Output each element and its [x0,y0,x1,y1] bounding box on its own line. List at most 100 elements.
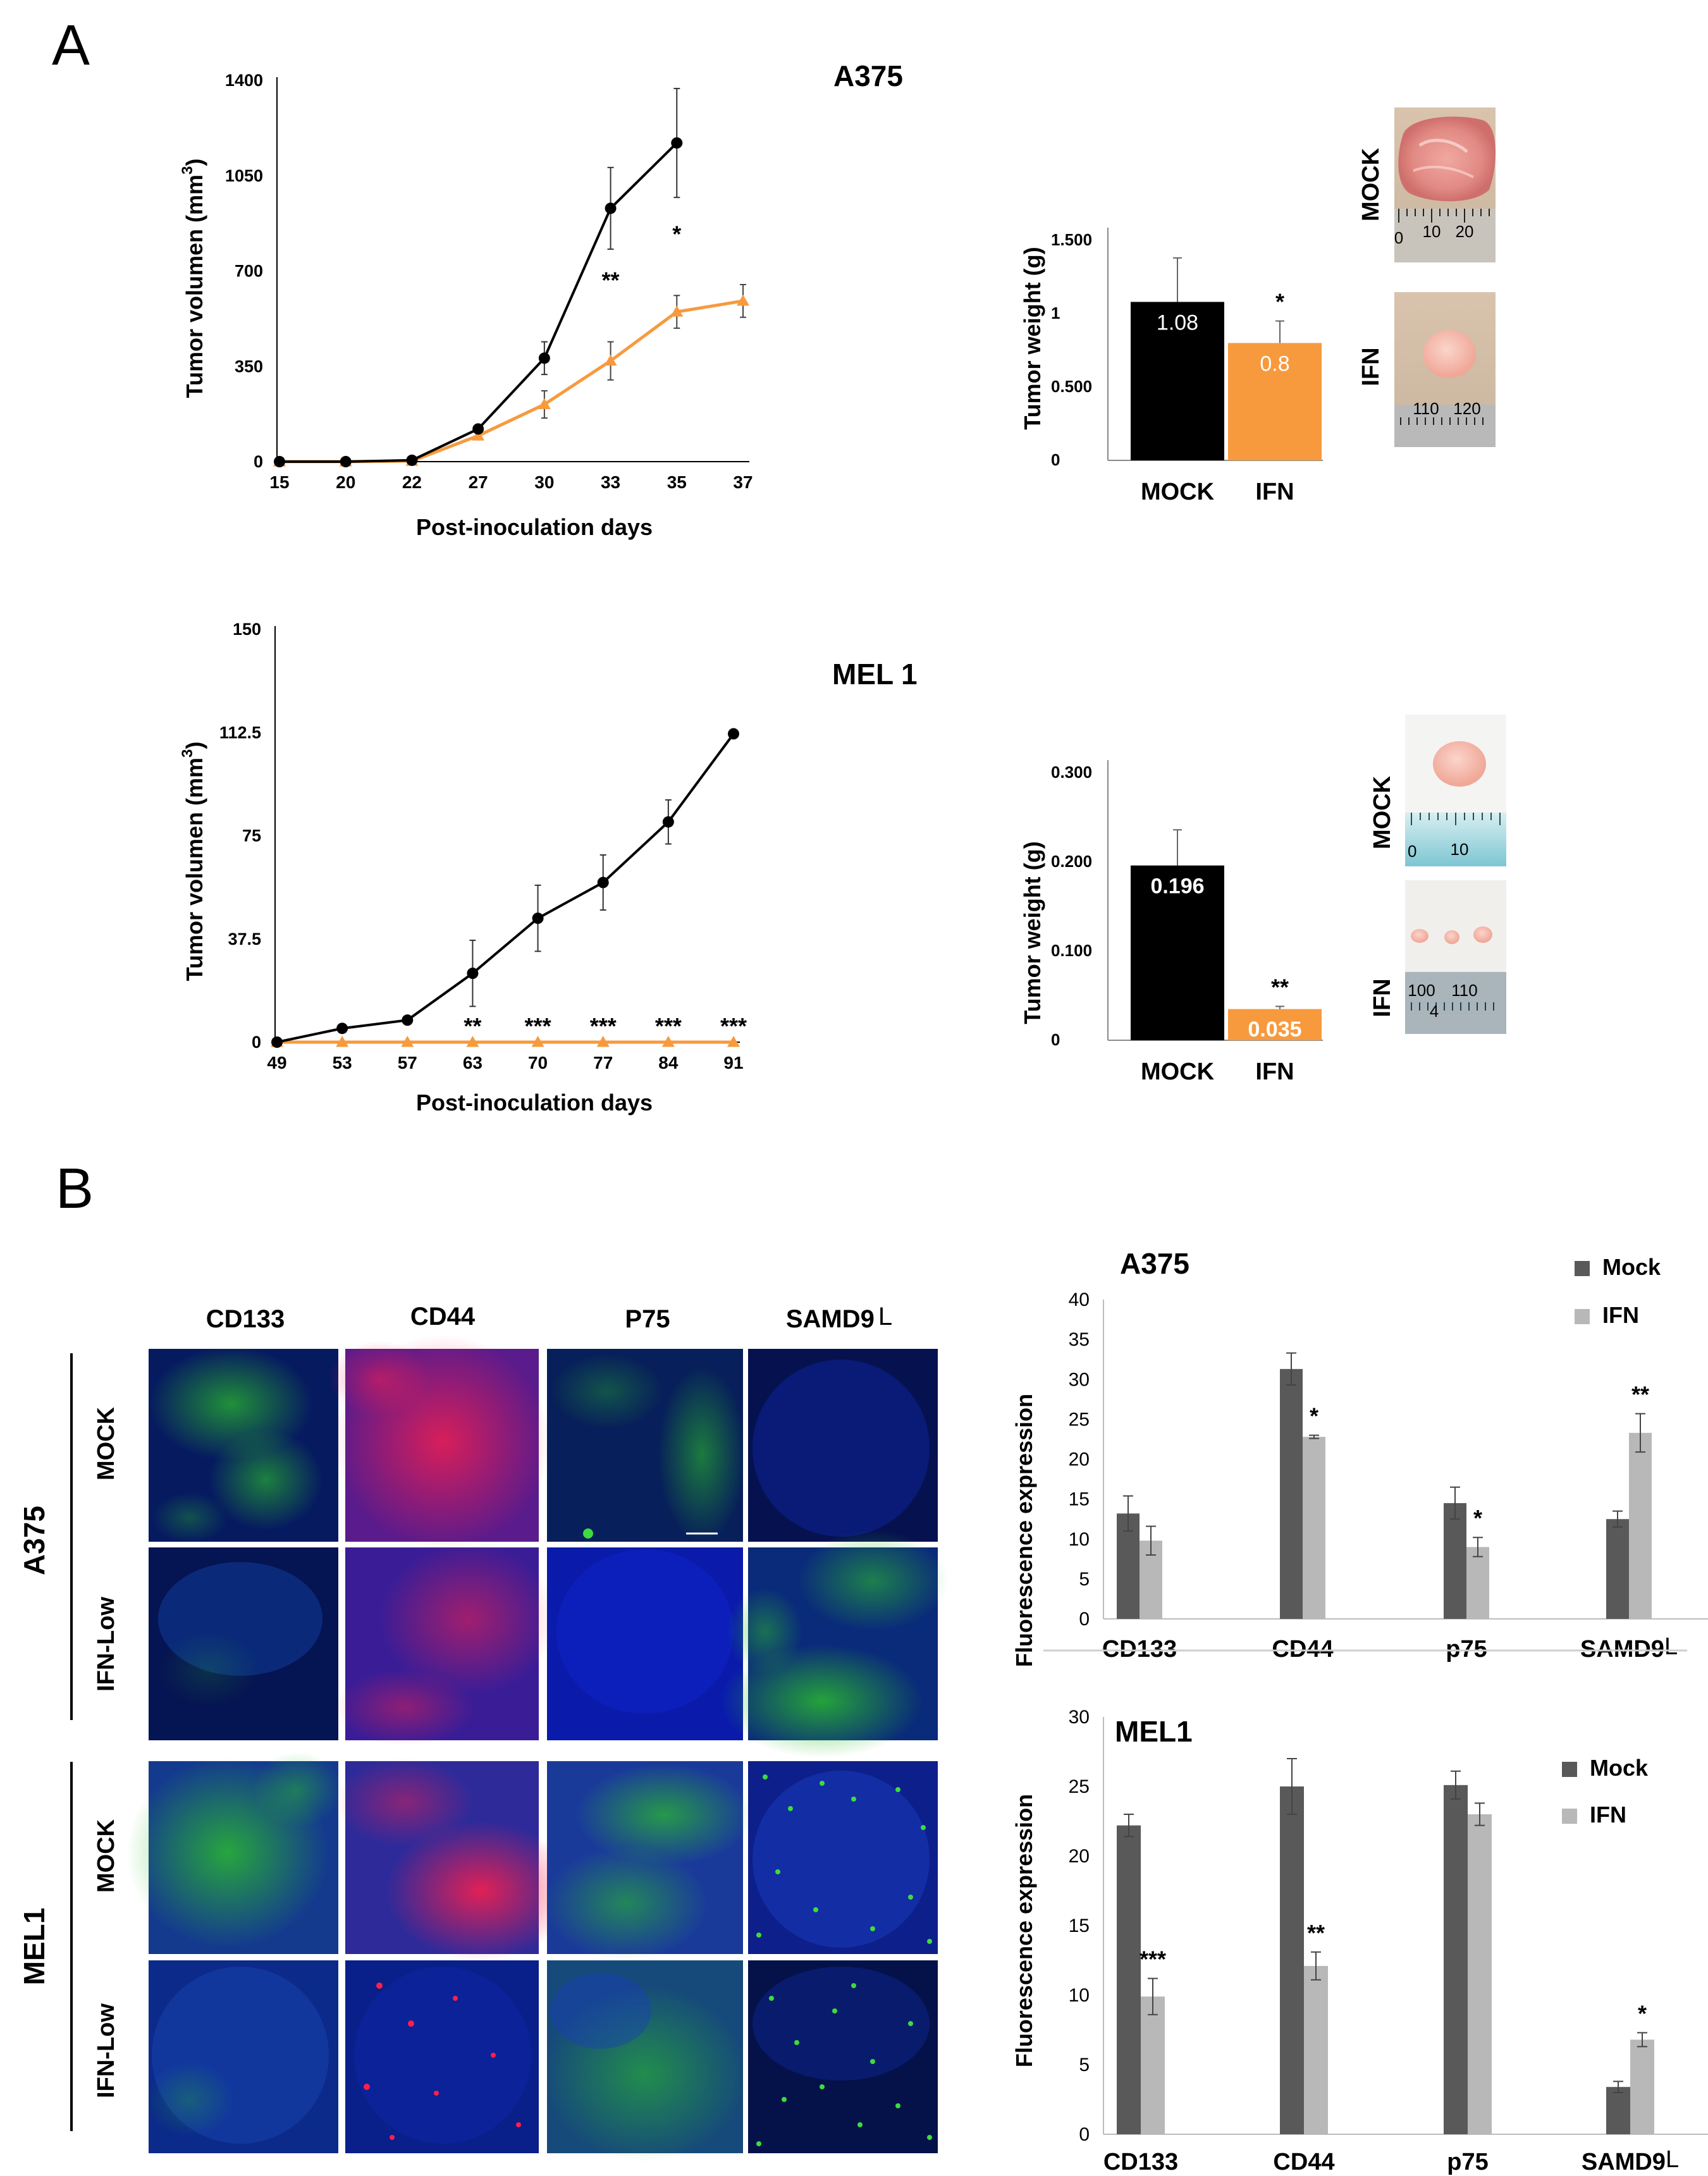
significance-marker: *** [590,1013,617,1039]
category-label: p75 [1447,2149,1488,2175]
category-label: CD133 [1102,1636,1177,1663]
legend-label: Mock [1602,1254,1661,1280]
data-point [401,1036,414,1047]
y-tick-label: 30 [1069,1369,1090,1390]
data-point [532,913,544,925]
mel1-fluorescence-chart: MEL1 Fluorescence expression 0 5 10 15 20 25 3… [1011,1707,1708,2175]
y-axis-label: Tumor weight (g) [1019,841,1045,1024]
significance-marker: *** [1140,1946,1166,1972]
column-header-cd44: CD44 [410,1303,476,1331]
legend-swatch [1575,1261,1590,1276]
micrograph-a375-ifn-p75 [547,1547,743,1740]
micrograph-grid: CD133 CD44 P75 SAMD9 L A375 MEL1 MOCK IFN… [18,1303,949,2163]
ruler-label: 0 [1408,842,1416,861]
x-tick-label: 30 [534,472,554,492]
bar [1280,1786,1304,2134]
row-label-a375-mock: MOCK [93,1406,120,1480]
x-tick-label: 35 [667,472,687,492]
y-tick-label: 0 [1051,450,1060,469]
data-point [671,137,683,149]
y-tick-label: 700 [235,262,263,281]
y-axis-label: Fluorescence expression [1011,1394,1037,1667]
data-point [466,1036,479,1047]
row-label-a375-ifn-low: IFN-Low [93,1597,120,1692]
x-tick-label: 57 [398,1053,417,1073]
y-tick-label: 0 [254,452,263,471]
tumor-photo-a375-ifn: 110 120 IFN [1358,292,1496,447]
ruler-ticks [1411,813,1501,825]
chart-title: MEL1 [1115,1715,1193,1748]
significance-marker: * [1638,2000,1647,2026]
group-label-a375: A375 [18,1506,51,1575]
mel1-weight-chart: Tumor weight (g) 0 0.100 0.200 0.300 0.196 MO… [1019,760,1323,1085]
data-point [538,398,551,410]
legend-label: Mock [1590,1755,1649,1781]
y-tick-label: 25 [1069,1776,1090,1797]
x-axis-label: Post-inoculation days [416,514,653,540]
micrograph-a375-mock-p75 [547,1349,746,1543]
micrograph-mel1-mock-cd44 [335,1758,575,1960]
significance-marker: ** [1631,1382,1649,1408]
y-axis-label-close: ) [181,742,207,749]
significance-marker: * [1473,1505,1482,1531]
category-label: MOCK [1141,479,1215,505]
x-tick-label: 20 [336,472,355,492]
data-point [737,294,749,306]
group-label-mel1: MEL1 [18,1908,51,1986]
y-axis-label-close: ) [181,159,207,166]
bar [1444,1503,1466,1619]
y-tick-label: 0 [252,1033,261,1052]
significance-marker: *** [525,1013,551,1039]
y-axis-label-superscript: 3 [179,166,196,175]
micrograph-a375-mock-samd9l [748,1349,938,1542]
data-point [271,1036,283,1048]
a375-growth-chart: A375 Tumor volumen (mm3) Post-inoculatio… [179,59,903,540]
photo-label-ifn: IFN [1358,347,1384,386]
data-point [727,1036,740,1047]
data-point [274,456,285,467]
micrograph-mel1-mock-cd133 [126,1752,341,1954]
bar [1629,1432,1652,1619]
significance-marker: * [672,221,681,247]
data-point [472,429,485,441]
y-tick-label: 15 [1069,1915,1090,1936]
category-label: SAMD9L [1580,1633,1678,1663]
x-tick-label: 63 [463,1053,482,1073]
a375-fluorescence-chart: A375 Fluorescence expression 0 5 10 15 20 25 3… [1011,1247,1708,1667]
significance-marker: ** [464,1013,481,1039]
column-header-samd9l: SAMD9 L [786,1303,892,1333]
data-point [597,876,609,888]
y-tick-label: 1.500 [1051,230,1092,249]
ruler-ticks [1400,417,1484,425]
y-tick-label: 15 [1069,1489,1090,1510]
y-tick-label: 30 [1069,1707,1090,1728]
x-tick-label: 49 [267,1053,286,1073]
column-header-suffix: L [878,1303,892,1331]
panel-label-a: A [52,14,90,77]
micrograph-mel1-ifn-samd9l [748,1960,938,2153]
data-point [472,423,484,435]
data-point [596,1036,610,1047]
significance-marker: *** [655,1013,682,1039]
ruler-label: 10 [1451,840,1469,859]
ruler-label: 20 [1456,222,1474,241]
data-point [605,202,617,214]
bar [1141,1996,1165,2134]
significance-marker: * [1310,1403,1318,1429]
bar [1228,343,1322,460]
y-axis-label-superscript: 3 [179,749,196,758]
x-tick-label: 22 [402,472,422,492]
series-line [280,142,678,463]
x-tick-label: 33 [601,472,620,492]
category-label: IFN [1255,479,1294,505]
x-tick-label: 37 [733,472,753,492]
value-label: 0.035 [1248,1017,1301,1042]
legend-swatch [1562,1762,1577,1777]
tumor-photo-mel1-ifn: 100 110 4 IFN [1369,880,1506,1034]
y-tick-label: 20 [1069,1449,1090,1470]
y-tick-label: 5 [1079,2055,1090,2075]
data-point [467,968,479,980]
x-tick-label: 77 [593,1053,613,1073]
category-label: IFN [1255,1059,1294,1085]
row-label-mel1-mock: MOCK [93,1819,120,1893]
